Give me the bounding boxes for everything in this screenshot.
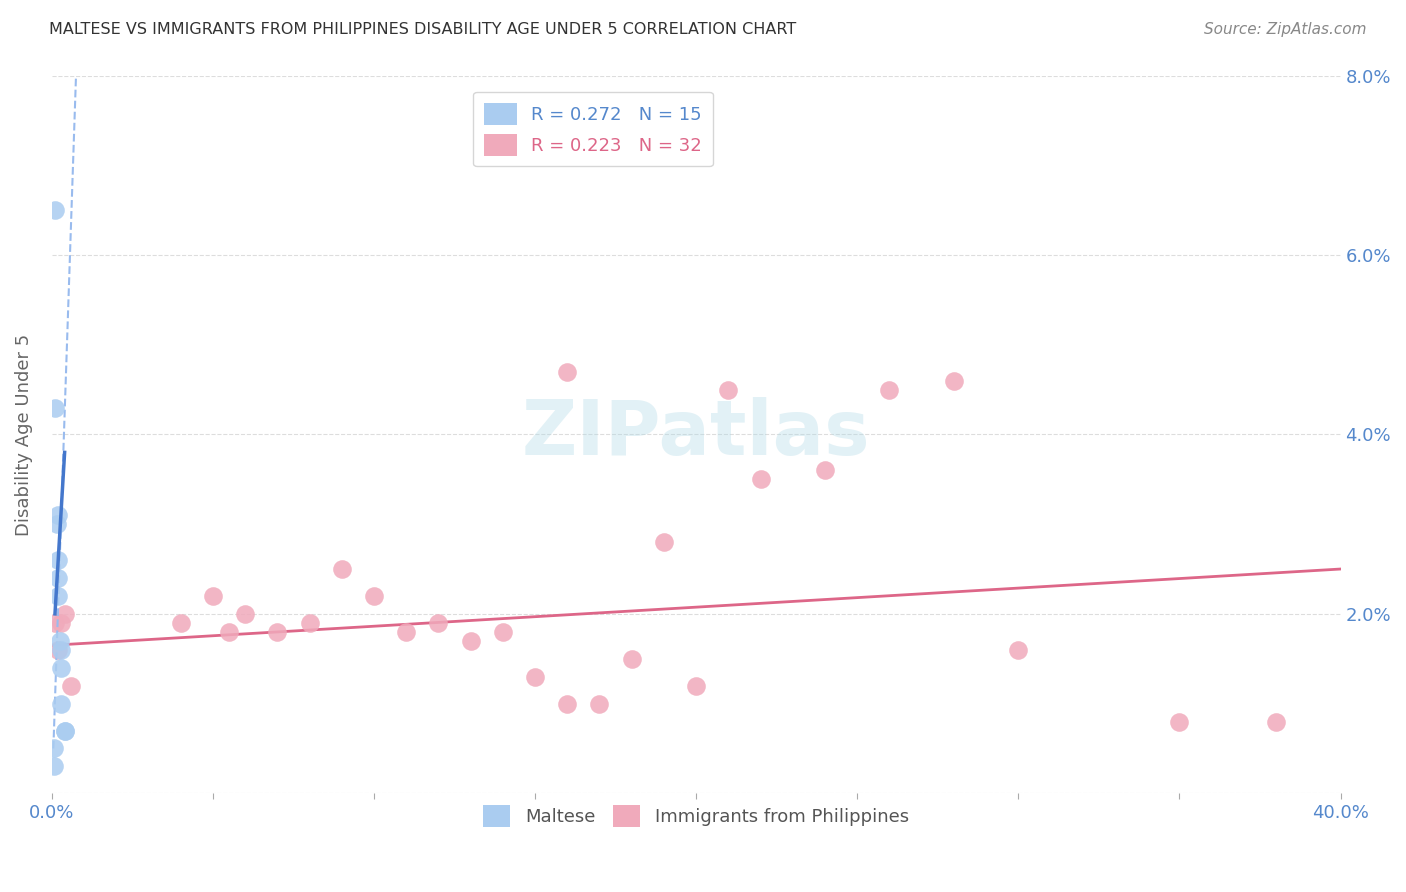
Point bbox=[44, 759, 66, 773]
Point bbox=[53, 723, 76, 738]
Point bbox=[1265, 714, 1288, 729]
Text: MALTESE VS IMMIGRANTS FROM PHILIPPINES DISABILITY AGE UNDER 5 CORRELATION CHART: MALTESE VS IMMIGRANTS FROM PHILIPPINES D… bbox=[49, 22, 796, 37]
Legend: Maltese, Immigrants from Philippines: Maltese, Immigrants from Philippines bbox=[477, 798, 917, 835]
Point bbox=[588, 697, 610, 711]
Point bbox=[814, 463, 837, 477]
Point bbox=[620, 652, 643, 666]
Point bbox=[652, 535, 675, 549]
Point bbox=[60, 679, 83, 693]
Point bbox=[879, 383, 901, 397]
Point bbox=[942, 374, 965, 388]
Point bbox=[51, 642, 73, 657]
Point bbox=[51, 697, 73, 711]
Point bbox=[492, 624, 515, 639]
Point bbox=[233, 607, 256, 621]
Point bbox=[1007, 642, 1029, 657]
Point bbox=[298, 615, 321, 630]
Point bbox=[53, 607, 76, 621]
Point bbox=[460, 633, 482, 648]
Point bbox=[169, 615, 191, 630]
Point bbox=[685, 679, 707, 693]
Point bbox=[330, 562, 353, 576]
Point bbox=[46, 508, 69, 523]
Point bbox=[46, 642, 69, 657]
Point bbox=[749, 472, 772, 486]
Point bbox=[1168, 714, 1191, 729]
Point bbox=[46, 571, 69, 585]
Point bbox=[44, 615, 66, 630]
Point bbox=[49, 633, 72, 648]
Text: Source: ZipAtlas.com: Source: ZipAtlas.com bbox=[1204, 22, 1367, 37]
Point bbox=[524, 670, 547, 684]
Point bbox=[218, 624, 240, 639]
Point bbox=[44, 203, 66, 218]
Point bbox=[266, 624, 288, 639]
Point bbox=[53, 723, 76, 738]
Point bbox=[44, 401, 66, 415]
Point bbox=[427, 615, 450, 630]
Point bbox=[44, 741, 66, 756]
Point bbox=[363, 589, 385, 603]
Point bbox=[717, 383, 740, 397]
Point bbox=[46, 553, 69, 567]
Text: ZIPatlas: ZIPatlas bbox=[522, 398, 870, 472]
Point bbox=[555, 697, 578, 711]
Point bbox=[395, 624, 418, 639]
Point bbox=[51, 615, 73, 630]
Point bbox=[555, 365, 578, 379]
Y-axis label: Disability Age Under 5: Disability Age Under 5 bbox=[15, 334, 32, 535]
Point bbox=[46, 589, 69, 603]
Point bbox=[51, 661, 73, 675]
Point bbox=[201, 589, 224, 603]
Point bbox=[45, 517, 67, 532]
